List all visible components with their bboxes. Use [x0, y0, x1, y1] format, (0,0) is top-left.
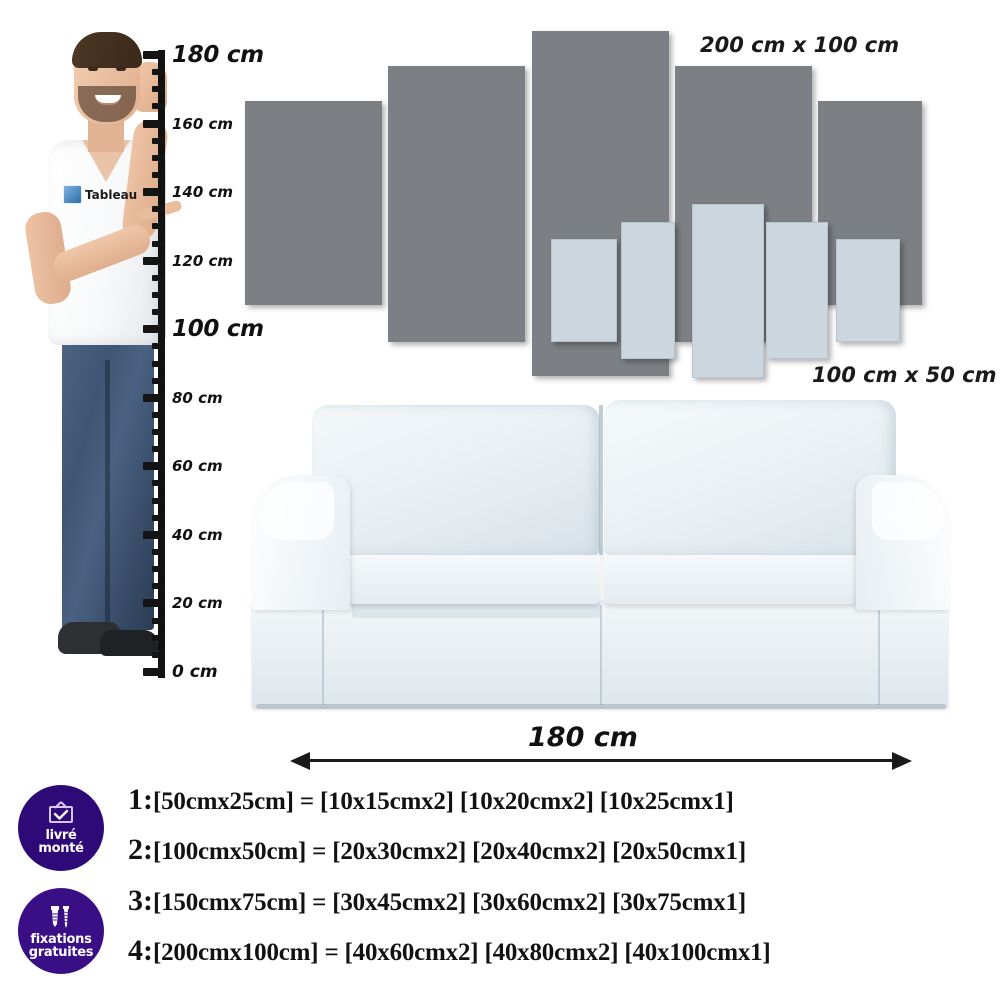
sofa-width-dimension: 180 cm: [290, 722, 912, 770]
ruler-label-140: 140 cm: [172, 183, 234, 202]
tableau-logo-icon: [63, 185, 82, 204]
ruler-tick-major: [143, 599, 165, 608]
ruler-tick-minor: [152, 274, 165, 281]
badge-livre-monte-line2: monté: [38, 841, 84, 856]
badge-fixations-line2: gratuites: [28, 944, 94, 960]
ruler-tick-minor: [152, 549, 165, 556]
ruler-tick-major: [143, 188, 165, 197]
large-set-dimension-label: 200 cm x 100 cm: [700, 33, 900, 57]
ruler-tick-major: [143, 393, 165, 402]
ruler-tick-major: [143, 668, 165, 676]
small-panel-2: [621, 222, 675, 359]
ruler-tick-minor: [152, 240, 165, 247]
spec-row-1-number: 1:: [128, 783, 153, 816]
small-set-dimension-label: 100 cm x 50 cm: [812, 363, 997, 387]
ruler-label-100: 100 cm: [172, 316, 264, 343]
ruler-label-160: 160 cm: [172, 114, 234, 133]
ruler-tick-minor: [152, 206, 165, 213]
ruler-tick-minor: [152, 497, 165, 504]
spec-row-4-body: [200cmx100cm] = [40x60cmx2] [40x80cmx2] …: [153, 939, 771, 966]
spec-row-2-number: 2:: [128, 833, 153, 866]
ruler-tick-minor: [152, 429, 165, 436]
sofa-width-label: 180 cm: [528, 722, 638, 753]
spec-row-1: 1: [50cmx25cm] = [10x15cmx2] [10x20cmx2] …: [128, 785, 734, 815]
spec-row-2-body: [100cmx50cm] = [20x30cmx2] [20x40cmx2] […: [153, 838, 746, 865]
small-panel-4: [766, 222, 828, 359]
spec-row-4-number: 4:: [128, 934, 153, 967]
ruler-tick-minor: [152, 309, 165, 316]
ruler-tick-minor: [152, 377, 165, 384]
ruler-tick-minor: [152, 480, 165, 487]
arrow-head-left: [290, 752, 310, 770]
ruler-tick-major: [143, 51, 165, 59]
large-panel-2: [388, 66, 525, 342]
badge-livre-monte-line1: livré: [45, 828, 77, 843]
shirt-logo: Tableau: [63, 185, 137, 204]
ruler-tick-minor: [152, 154, 165, 161]
ruler-label-20: 20 cm: [172, 594, 223, 613]
ruler-tick-minor: [152, 171, 165, 178]
ruler-tick-minor: [152, 583, 165, 590]
shirt-logo-text: Tableau: [85, 187, 138, 202]
ruler-tick-minor: [152, 343, 165, 350]
small-panel-1: [551, 239, 617, 342]
spec-row-3-number: 3:: [128, 884, 153, 917]
screws-anchors-icon: [51, 905, 69, 928]
ruler-tick-minor: [152, 566, 165, 573]
ruler-tick-minor: [152, 86, 165, 93]
ruler-label-120: 120 cm: [172, 251, 234, 270]
spec-row-1-body: [50cmx25cm] = [10x15cmx2] [10x20cmx2] [1…: [153, 788, 734, 815]
badge-livre-monte: livré monté: [18, 785, 104, 871]
framed-check-icon: [49, 801, 73, 823]
ruler-tick-major: [143, 530, 165, 539]
large-panel-1: [245, 101, 382, 305]
ruler-label-180: 180 cm: [172, 42, 264, 68]
ruler-tick-minor: [152, 360, 165, 367]
arrow-head-right: [892, 752, 912, 770]
ruler-label-40: 40 cm: [172, 525, 223, 544]
ruler-tick-minor: [152, 223, 165, 230]
ruler-tick-minor: [152, 103, 165, 110]
ruler-tick-minor: [152, 514, 165, 521]
badge-fixations-gratuites: fixations gratuites: [18, 888, 104, 974]
ruler-tick-major: [143, 462, 165, 471]
spec-row-2: 2: [100cmx50cm] = [20x30cmx2] [20x40cmx2]…: [128, 835, 746, 865]
ruler-tick-minor: [152, 617, 165, 624]
ruler-tick-minor: [152, 634, 165, 641]
ruler-tick-minor: [152, 651, 165, 658]
spec-row-3-body: [150cmx75cm] = [30x45cmx2] [30x60cmx2] […: [153, 889, 746, 916]
ruler-tick-major: [143, 119, 165, 128]
badge-fixations-line1: fixations: [30, 931, 92, 947]
ruler-tick-minor: [152, 291, 165, 298]
small-panel-3: [692, 204, 764, 378]
ruler-label-80: 80 cm: [172, 388, 223, 407]
spec-row-3: 3: [150cmx75cm] = [30x45cmx2] [30x60cmx2]…: [128, 886, 746, 916]
ruler-tick-minor: [152, 69, 165, 76]
ruler-tick-minor: [152, 137, 165, 144]
arrow-shaft: [308, 759, 894, 762]
ruler-label-60: 60 cm: [172, 457, 223, 476]
ruler-tick-minor: [152, 446, 165, 453]
ruler-tick-major: [143, 256, 165, 265]
small-panel-5: [836, 239, 900, 342]
ruler-label-0: 0 cm: [172, 662, 218, 682]
ruler-tick-minor: [152, 411, 165, 418]
ruler-tick-major: [143, 325, 165, 334]
spec-row-4: 4: [200cmx100cm] = [40x60cmx2] [40x80cmx2…: [128, 936, 771, 966]
